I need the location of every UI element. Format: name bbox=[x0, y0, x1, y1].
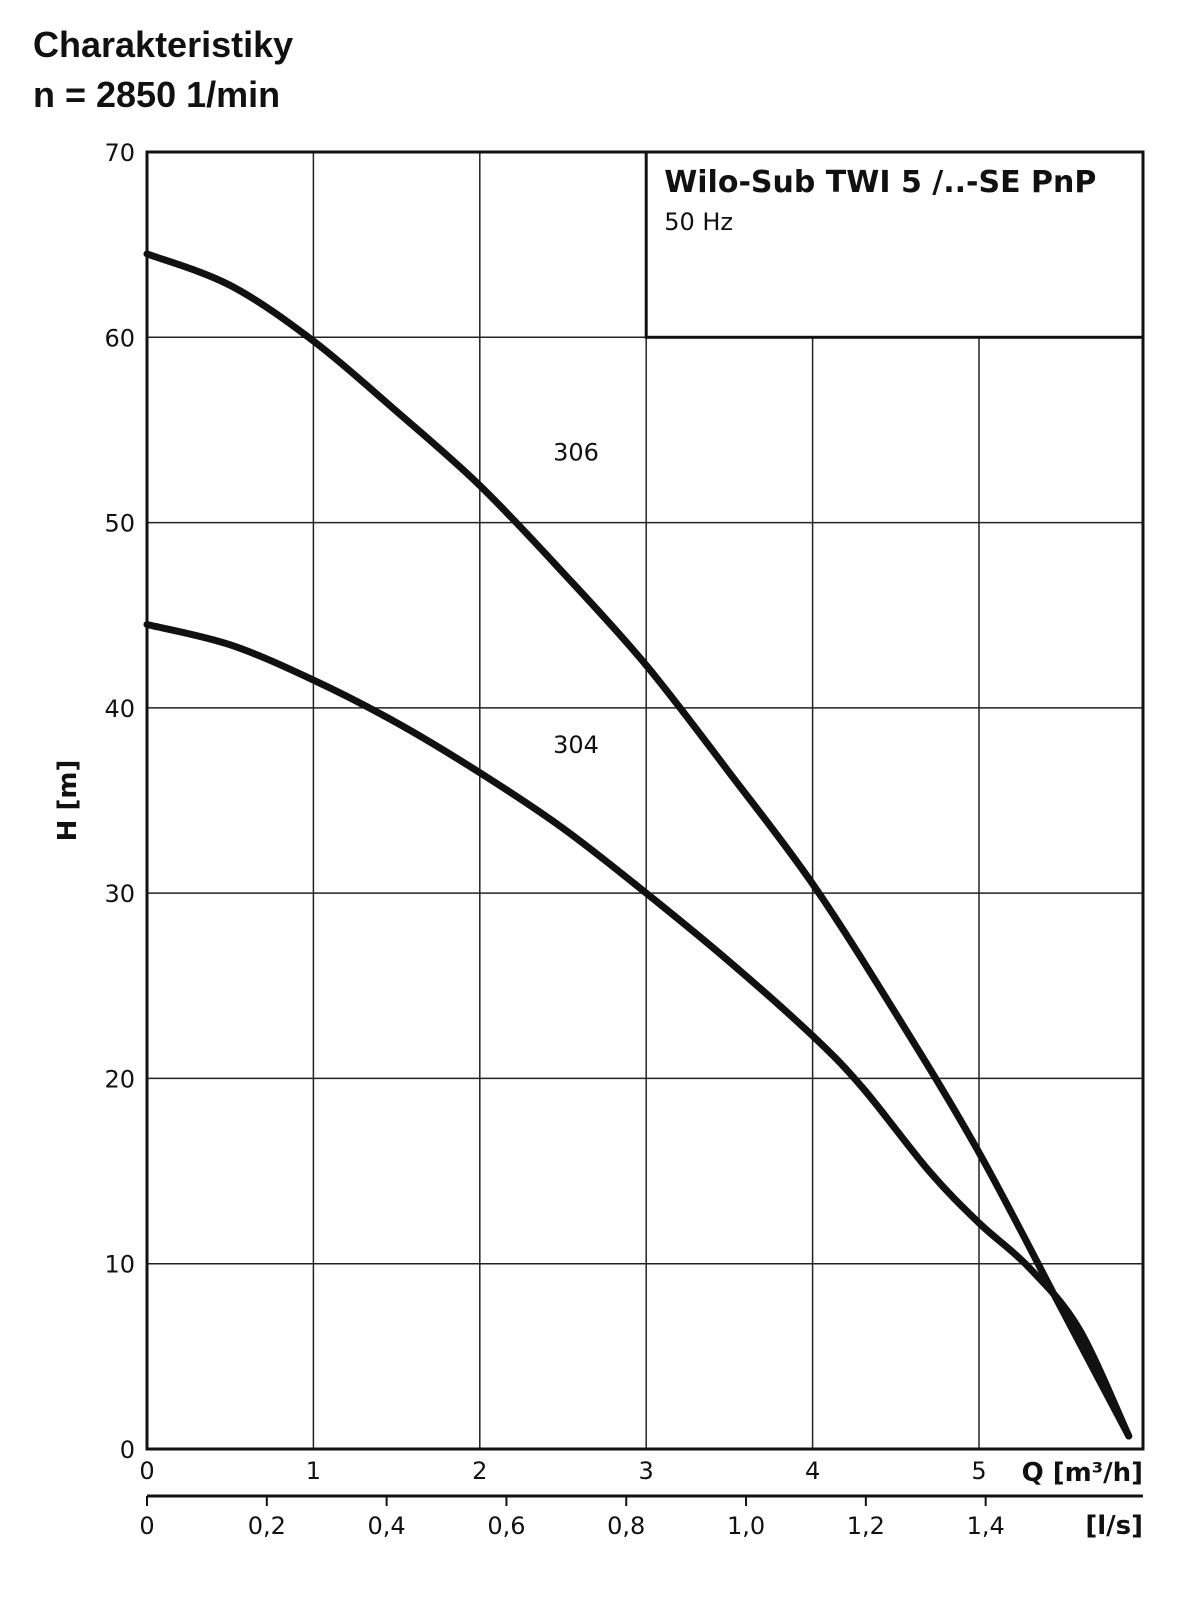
y-tick-label: 60 bbox=[104, 324, 135, 352]
y-tick-label: 10 bbox=[104, 1251, 135, 1279]
x-axis-ticks: 0 1 2 3 4 5 bbox=[139, 1457, 986, 1485]
y-tick-label: 0 bbox=[120, 1436, 135, 1464]
x2-tick-label: 0 bbox=[139, 1512, 154, 1540]
plot-frame bbox=[145, 150, 1145, 1451]
curves: 306 304 bbox=[143, 250, 1133, 1440]
y-tick-label: 40 bbox=[104, 695, 135, 723]
grid-lines bbox=[147, 152, 1143, 1449]
y-tick-label: 20 bbox=[104, 1065, 135, 1093]
x-tick-label: 0 bbox=[139, 1457, 154, 1485]
chart-header: Charakteristiky n = 2850 1/min bbox=[33, 20, 293, 120]
y-tick-label: 50 bbox=[104, 510, 135, 538]
x2-tick-label: 0,2 bbox=[248, 1512, 286, 1540]
x2-tick-label: 1,2 bbox=[847, 1512, 885, 1540]
secondary-x-axis: 0 0,2 0,4 0,6 0,8 1,0 1,2 1,4 bbox=[139, 1494, 1143, 1540]
legend-title: Wilo-Sub TWI 5 /..-SE PnP bbox=[664, 165, 1096, 200]
speed-label: n = 2850 1/min bbox=[33, 74, 281, 115]
curve-label-304: 304 bbox=[553, 731, 599, 759]
plot-border bbox=[145, 150, 1145, 1451]
x-tick-label: 3 bbox=[639, 1457, 654, 1485]
chart-title: Charakteristiky bbox=[33, 24, 294, 65]
y-axis-ticks: 0 10 20 30 40 50 60 70 bbox=[104, 139, 135, 1464]
curve-304 bbox=[143, 620, 1133, 1440]
curve-label-306: 306 bbox=[553, 438, 599, 466]
y-tick-label: 70 bbox=[104, 139, 135, 167]
x-tick-label: 4 bbox=[805, 1457, 820, 1485]
x-tick-label: 1 bbox=[306, 1457, 321, 1485]
x2-axis-label: [l/s] bbox=[1085, 1511, 1143, 1541]
x2-tick-label: 0,8 bbox=[607, 1512, 645, 1540]
x-tick-label: 2 bbox=[472, 1457, 487, 1485]
x2-tick-label: 1,0 bbox=[727, 1512, 765, 1540]
x2-tick-label: 0,6 bbox=[487, 1512, 525, 1540]
x2-tick-label: 0,4 bbox=[368, 1512, 406, 1540]
curve-306 bbox=[143, 250, 1133, 1440]
legend-frequency: 50 Hz bbox=[664, 208, 733, 236]
y-axis-label: H [m] bbox=[53, 760, 83, 842]
legend-box bbox=[644, 150, 1145, 339]
x-axis-label: Q [m³/h] bbox=[1022, 1458, 1143, 1488]
x2-tick-label: 1,4 bbox=[967, 1512, 1005, 1540]
y-tick-label: 30 bbox=[104, 880, 135, 908]
x-tick-label: 5 bbox=[971, 1457, 986, 1485]
